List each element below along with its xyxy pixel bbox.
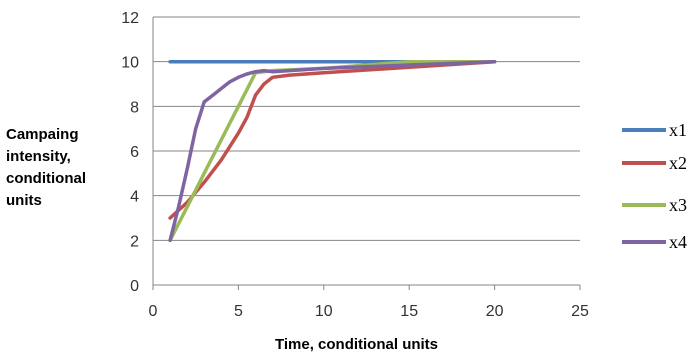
y-tick-label-10: 10: [121, 55, 139, 72]
y-axis-label: Campaing intensity, conditional units: [6, 126, 86, 209]
y-tick-label-4: 4: [130, 189, 139, 206]
legend-label-x1: x1: [669, 120, 687, 140]
legend-label-x2: x2: [669, 153, 687, 173]
x-tick-label-0: 0: [149, 303, 158, 320]
y-axis-label-line: conditional: [6, 170, 86, 187]
legend-label-x3: x3: [669, 195, 687, 215]
series-line-x2: [168, 59, 497, 220]
x-tick-label-10: 10: [315, 303, 333, 320]
x-tick-label-5: 5: [234, 303, 243, 320]
y-axis-label-line: Campaing: [6, 126, 79, 143]
x-tick-label-20: 20: [486, 303, 504, 320]
y-tick-label-12: 12: [121, 10, 139, 27]
legend-item-x4: x4: [622, 232, 687, 252]
legend-item-x2: x2: [622, 153, 687, 173]
legend: x1 x2 x3 x4: [622, 120, 687, 252]
legend-label-x4: x4: [669, 232, 687, 252]
legend-item-x1: x1: [622, 120, 687, 140]
x-tick-label-25: 25: [571, 303, 589, 320]
legend-item-x3: x3: [622, 195, 687, 215]
y-tick-label-2: 2: [130, 233, 139, 250]
x-axis-label: Time, conditional units: [275, 336, 438, 353]
y-axis-label-line: intensity,: [6, 148, 71, 165]
y-tick-label-0: 0: [130, 278, 139, 295]
axis-labels: Time, conditional units Campaing intensity…: [6, 126, 438, 353]
y-tick-label-8: 8: [130, 99, 139, 116]
series-lines: [168, 59, 497, 243]
y-axis-label-line: units: [6, 192, 42, 209]
gridlines: [153, 16, 580, 241]
y-tick-label-6: 6: [130, 144, 139, 161]
x-tick-label-15: 15: [400, 303, 418, 320]
axes: 0 2 4 6 8 10 12 0 5 10 15 20 25: [121, 10, 589, 320]
series-line-x4: [168, 59, 497, 243]
